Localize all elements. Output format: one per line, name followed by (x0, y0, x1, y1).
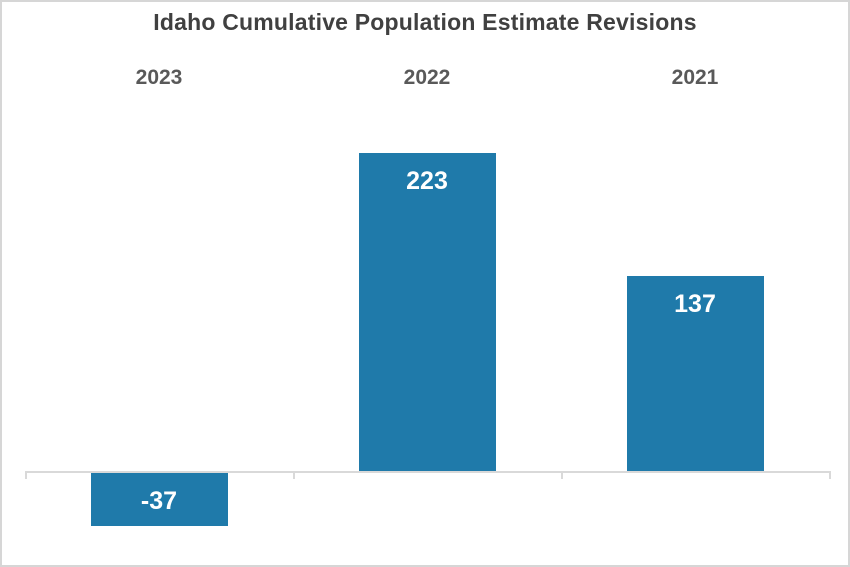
x-axis-line (25, 471, 831, 473)
bar-value-label: 137 (674, 290, 716, 318)
x-axis-tick (829, 471, 831, 479)
category-label-2021: 2021 (671, 66, 719, 89)
bar-2021: 137 (626, 276, 764, 471)
bar-2022: 223 (358, 153, 496, 471)
category-label-2022: 2022 (403, 66, 451, 89)
x-axis-tick (293, 471, 295, 479)
x-axis-tick (25, 471, 27, 479)
bar-value-label: 223 (406, 167, 448, 195)
x-axis-tick (561, 471, 563, 479)
bar-value-label: -37 (140, 487, 178, 515)
category-label-2023: 2023 (135, 66, 183, 89)
chart-title: Idaho Cumulative Population Estimate Rev… (153, 9, 697, 35)
bar-2023: -37 (90, 473, 228, 526)
